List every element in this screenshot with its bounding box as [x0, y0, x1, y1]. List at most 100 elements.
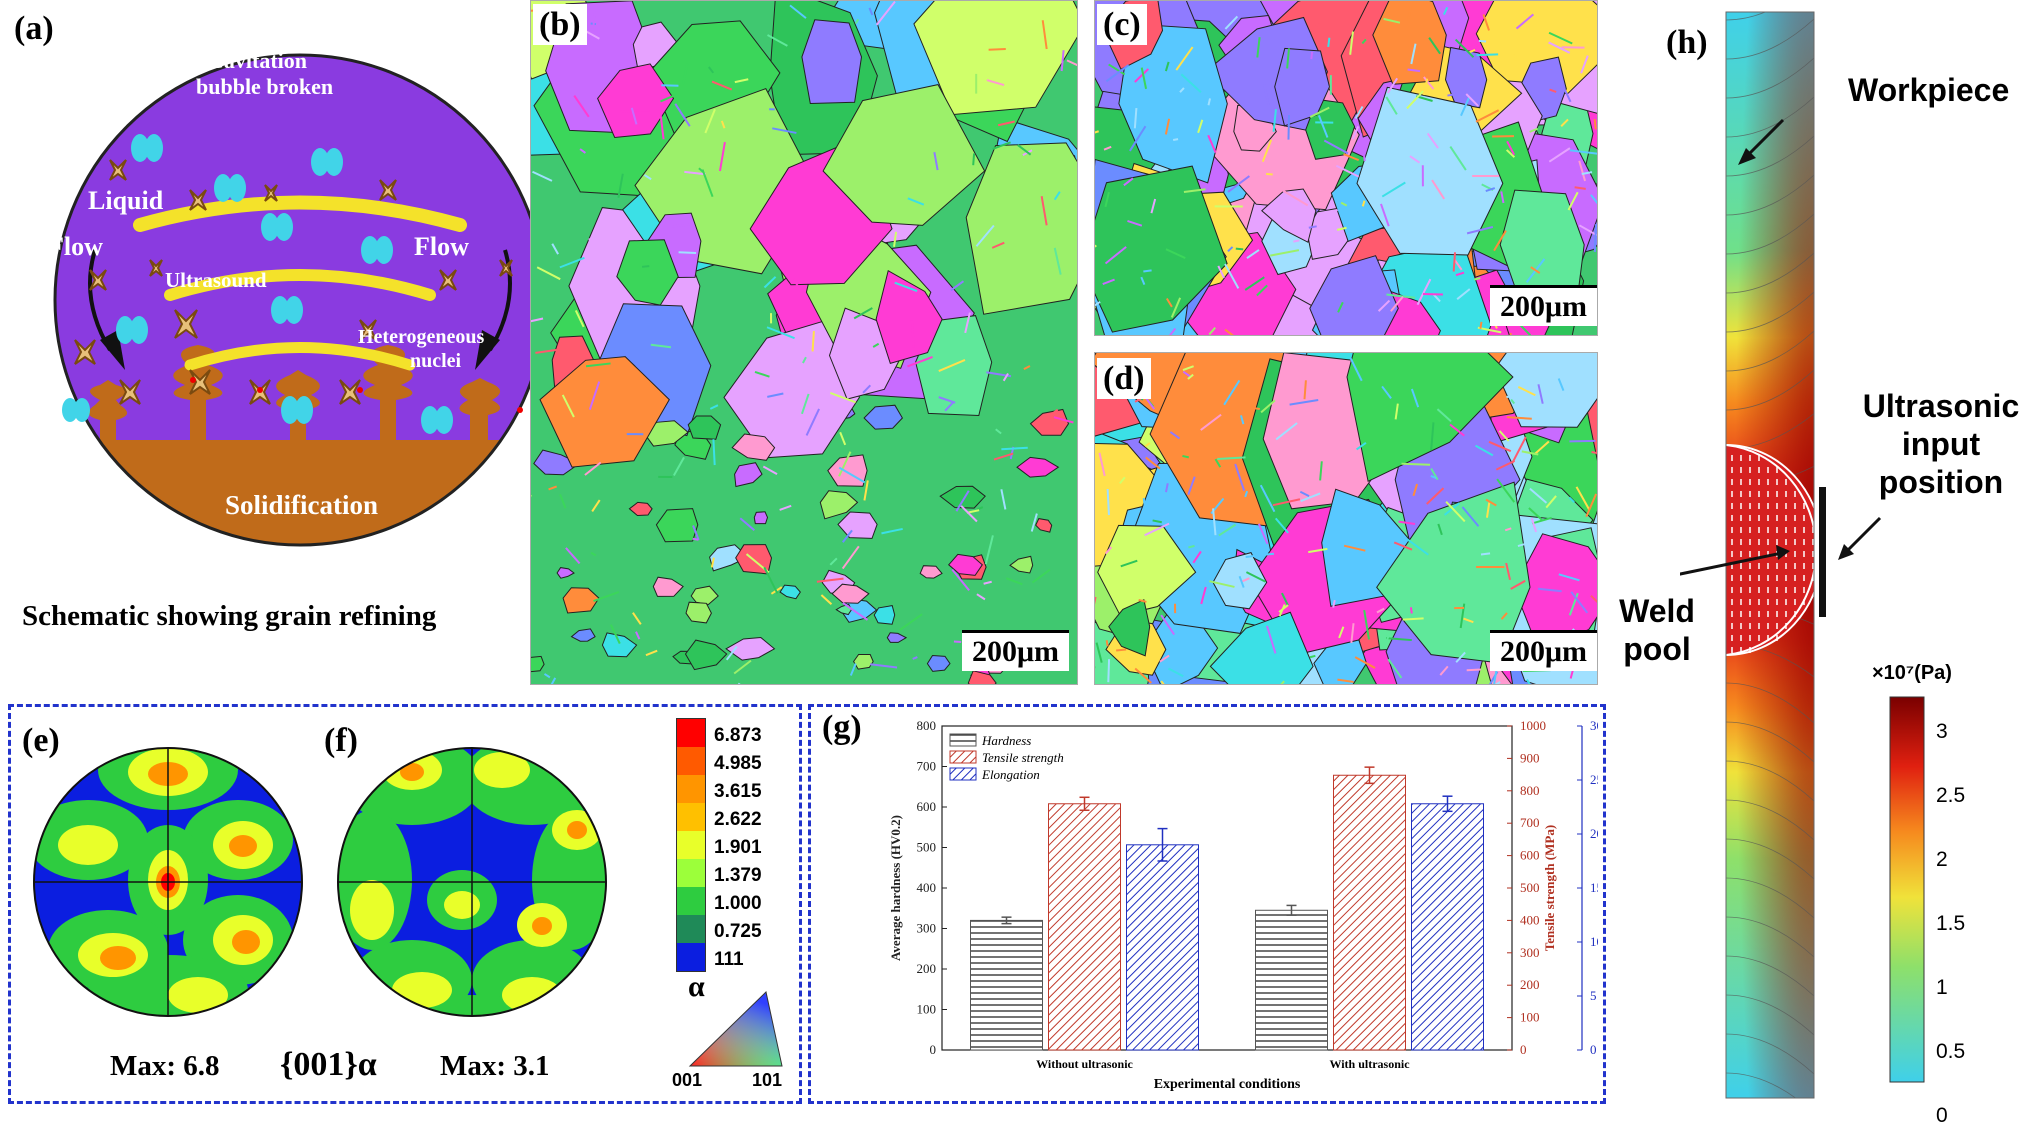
- axis-tick-label: 300: [1520, 945, 1540, 960]
- grain: [802, 20, 862, 104]
- weld-pool-label: Weld pool: [1612, 592, 1702, 668]
- stress-field-simulation: [1680, 0, 2030, 1105]
- colorbar-ticks: 3 2.5 2 1.5 1 0.5 0: [1936, 700, 1965, 1148]
- panel-a-caption: Schematic showing grain refining: [22, 600, 436, 633]
- scale-bar-c: 200μm: [1490, 285, 1597, 326]
- pole-figure-title: {001}α: [280, 1046, 377, 1084]
- legend-swatch: [950, 768, 976, 780]
- ultrasonic-label-line-1: Ultrasonic: [1856, 387, 2026, 425]
- pole-legend-swatch: [677, 747, 705, 775]
- grain: [754, 512, 767, 524]
- scale-bar-d: 200μm: [1490, 630, 1597, 671]
- legend-swatch: [950, 751, 976, 763]
- heterogeneous-text-2: nuclei: [410, 350, 461, 373]
- pole-max-f: Max: 3.1: [440, 1050, 550, 1083]
- pole-legend-value: 1.901: [714, 834, 762, 862]
- axis-tick-label: 30: [1590, 718, 1598, 733]
- axis-tick-label: 700: [917, 759, 937, 774]
- axis-tick-label: 25: [1590, 772, 1598, 787]
- panel-c-label: (c): [1097, 4, 1147, 45]
- colorbar-tick: 0: [1936, 1084, 1965, 1148]
- legend-label: Elongation: [981, 767, 1040, 782]
- axis-tick-label: 10: [1590, 934, 1598, 949]
- weld-pool-line-2: pool: [1612, 630, 1702, 668]
- panel-f-label: (f): [318, 720, 364, 761]
- pole-legend-value: 1.000: [714, 890, 762, 918]
- axis-tick-label: 800: [1520, 783, 1540, 798]
- ebsd-map-b: [530, 0, 1078, 685]
- pole-figure-f: [332, 730, 612, 1050]
- pole-legend-swatch: [677, 719, 705, 747]
- axis-tick-label: 700: [1520, 815, 1540, 830]
- ultrasonic-arrow: [1846, 518, 1880, 552]
- x-axis-title: Experimental conditions: [1154, 1077, 1301, 1092]
- bar-tensile-strength: [1334, 775, 1406, 1050]
- colorbar-tick: 2: [1936, 828, 1965, 892]
- solidification-text: Solidification: [225, 490, 378, 521]
- axis-tick-label: 100: [1520, 1010, 1540, 1025]
- axis-tick-label: 200: [917, 961, 937, 976]
- cavitation-text-2: bubble broken: [196, 74, 333, 100]
- axis-tick-label: 400: [1520, 912, 1540, 927]
- ipf-corner-101: 101: [752, 1070, 782, 1091]
- colorbar-tick: 0.5: [1936, 1020, 1965, 1084]
- panel-g-label: (g): [822, 709, 862, 746]
- bar-hardness: [1256, 910, 1328, 1050]
- workpiece-label: Workpiece: [1848, 72, 2009, 109]
- axis-tick-label: 5: [1590, 988, 1597, 1003]
- bar-elongation: [1127, 845, 1199, 1050]
- colorbar-tick: 2.5: [1936, 764, 1965, 828]
- pole-legend-swatch: [677, 775, 705, 803]
- pole-legend-swatch: [677, 831, 705, 859]
- mechanical-properties-chart: (g)0100200300400500600700800010020030040…: [812, 708, 1598, 1096]
- pole-legend-swatch: [677, 915, 705, 943]
- legend-swatch: [950, 734, 976, 746]
- category-label: With ultrasonic: [1329, 1057, 1410, 1071]
- legend-label: Hardness: [981, 733, 1031, 748]
- grain-refining-schematic: [40, 40, 560, 560]
- bar-hardness: [971, 920, 1043, 1050]
- pole-legend-value: 111: [714, 946, 762, 974]
- pole-legend-swatch: [677, 887, 705, 915]
- ultrasonic-label-line-3: position: [1856, 463, 2026, 501]
- axis-tick-label: 500: [1520, 880, 1540, 895]
- ultrasonic-label-line-2: input: [1856, 425, 2026, 463]
- axis-tick-label: 1000: [1520, 718, 1546, 733]
- pole-legend-values: 6.873 4.985 3.615 2.622 1.901 1.379 1.00…: [714, 722, 762, 974]
- ultrasonic-input-label: Ultrasonic input position: [1856, 387, 2026, 501]
- axis-tick-label: 15: [1590, 880, 1598, 895]
- pole-legend-value: 3.615: [714, 778, 762, 806]
- axis-tick-label: 20: [1590, 826, 1598, 841]
- axis-tick-label: 0: [1590, 1042, 1597, 1057]
- axis-title: Average hardness (HV0.2): [888, 815, 903, 961]
- ipf-color-triangle: [686, 988, 786, 1070]
- pole-legend-value: 2.622: [714, 806, 762, 834]
- axis-tick-label: 600: [1520, 848, 1540, 863]
- pole-legend-value: 4.985: [714, 750, 762, 778]
- heterogeneous-text-1: Heterogeneous: [358, 326, 484, 349]
- legend-label: Tensile strength: [982, 750, 1064, 765]
- pole-legend-value: 1.379: [714, 862, 762, 890]
- axis-tick-label: 300: [917, 921, 937, 936]
- panel-b-label: (b): [533, 4, 587, 45]
- scale-bar-b: 200μm: [962, 630, 1069, 671]
- bar-tensile-strength: [1049, 804, 1121, 1050]
- colorbar-tick: 3: [1936, 700, 1965, 764]
- axis-tick-label: 200: [1520, 977, 1540, 992]
- category-label: Without ultrasonic: [1036, 1057, 1133, 1071]
- colorbar-tick: 1: [1936, 956, 1965, 1020]
- axis-tick-label: 100: [917, 1002, 937, 1017]
- cavitation-text-1: Cavitation: [208, 48, 307, 74]
- axis-tick-label: 500: [917, 840, 937, 855]
- bar-elongation: [1412, 804, 1484, 1050]
- colorbar-unit: ×10⁷(Pa): [1872, 662, 1952, 685]
- pole-legend-swatch: [677, 803, 705, 831]
- axis-tick-label: 600: [917, 799, 937, 814]
- liquid-text: Liquid: [88, 186, 163, 216]
- axis-title: Tensile strength (MPa): [1542, 825, 1557, 951]
- ultrasound-text: Ultrasound: [165, 268, 267, 293]
- axis-tick-label: 400: [917, 880, 937, 895]
- weld-pool-line-1: Weld: [1612, 592, 1702, 630]
- flow-left-text: Flow: [48, 232, 103, 262]
- axis-tick-label: 900: [1520, 750, 1540, 765]
